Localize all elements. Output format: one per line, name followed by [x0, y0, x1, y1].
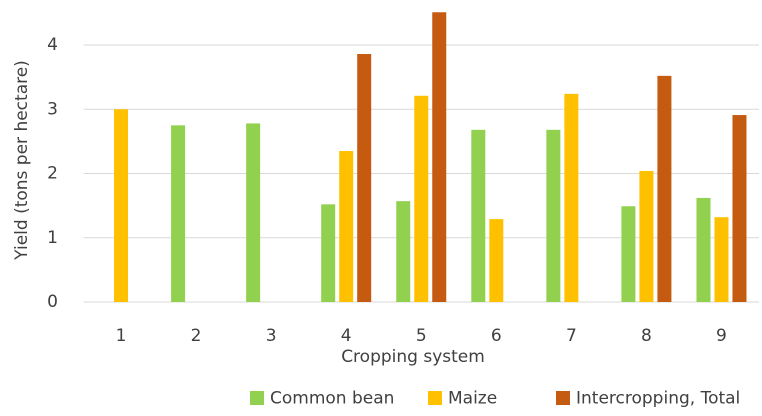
- x-tick-label: 7: [566, 326, 577, 346]
- bar: [564, 93, 579, 303]
- x-tick-label: 9: [716, 326, 727, 346]
- x-tick-label: 4: [341, 326, 352, 346]
- legend-swatch: [250, 391, 264, 405]
- legend-label: Maize: [448, 389, 497, 409]
- bar: [339, 151, 354, 302]
- bar: [114, 109, 129, 303]
- bar: [171, 125, 186, 302]
- bar: [732, 115, 747, 302]
- bar: [471, 129, 486, 302]
- x-tick-label: 2: [191, 326, 202, 346]
- bar: [432, 12, 447, 302]
- legend-label: Common bean: [270, 389, 394, 409]
- y-tick-label: 1: [47, 228, 58, 248]
- bar: [696, 197, 711, 302]
- bar: [414, 95, 429, 302]
- y-tick-label: 0: [47, 292, 58, 312]
- x-tick-label: 5: [416, 326, 427, 346]
- bar: [246, 123, 261, 302]
- x-tick-label: 6: [491, 326, 502, 346]
- bar: [714, 217, 729, 302]
- bar: [657, 75, 672, 302]
- y-tick-label: 3: [47, 99, 58, 119]
- y-tick-label: 2: [47, 164, 58, 184]
- x-tick-label: 1: [116, 326, 127, 346]
- bar: [357, 54, 372, 302]
- y-axis-title: Yield (tons per hectare): [12, 60, 32, 261]
- bar: [396, 201, 411, 302]
- x-tick-label: 3: [266, 326, 277, 346]
- legend-swatch: [556, 391, 570, 405]
- bar: [489, 219, 504, 302]
- y-tick-label: 4: [47, 35, 58, 55]
- bar: [621, 206, 636, 302]
- bar: [321, 204, 336, 302]
- legend-label: Intercropping, Total: [576, 389, 740, 409]
- bar: [546, 129, 561, 302]
- x-axis-title: Cropping system: [341, 347, 485, 367]
- legend-swatch: [428, 391, 442, 405]
- bar: [639, 170, 654, 302]
- x-tick-label: 8: [641, 326, 652, 346]
